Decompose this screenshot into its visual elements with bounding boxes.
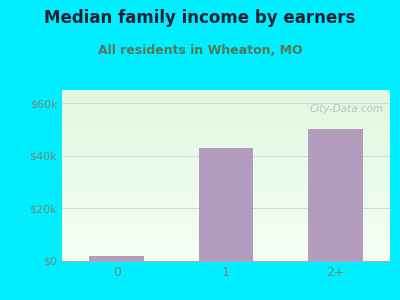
- Bar: [199, 148, 253, 261]
- Text: City-Data.com: City-Data.com: [309, 104, 384, 114]
- Text: Median family income by earners: Median family income by earners: [44, 9, 356, 27]
- Bar: [308, 130, 363, 261]
- Bar: [89, 256, 144, 261]
- Text: All residents in Wheaton, MO: All residents in Wheaton, MO: [98, 44, 302, 56]
